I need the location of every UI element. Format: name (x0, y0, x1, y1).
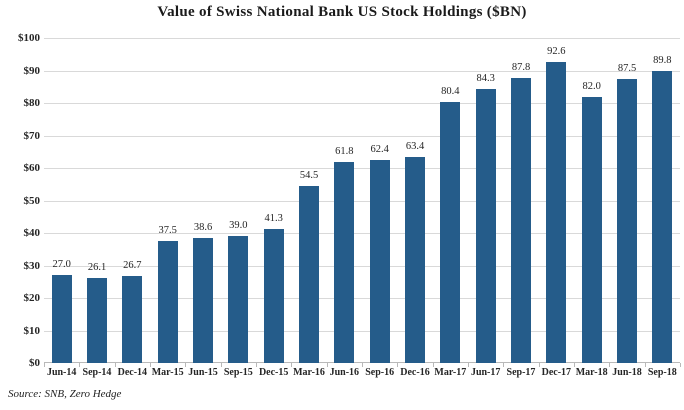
axis-tick-mark (503, 363, 505, 367)
bar-value-label: 26.1 (87, 262, 107, 274)
y-axis-tick-label: $20 (23, 292, 41, 304)
axis-tick-mark (44, 363, 45, 367)
axis-tick-mark (291, 363, 293, 367)
bar (405, 156, 425, 363)
axis-tick-mark (150, 363, 151, 367)
x-axis-tick-label: Mar-18 (575, 367, 608, 378)
x-axis-tick-label: Jun-18 (612, 367, 642, 378)
bar (511, 77, 531, 363)
x-axis-tick-label: Dec-16 (400, 367, 430, 378)
x-axis-tick-label: Sep-15 (223, 367, 253, 378)
bar-value-label: 61.8 (335, 146, 354, 158)
y-axis-tick-label: $0 (29, 357, 40, 369)
bar-value-label: 82.0 (582, 80, 601, 92)
gridline (44, 330, 680, 332)
bar-value-label: 37.5 (158, 225, 177, 237)
y-axis-tick-label: $40 (23, 227, 41, 239)
bar-value-label: 84.3 (476, 73, 495, 85)
bar (546, 62, 567, 363)
axis-tick-mark (432, 363, 434, 367)
axis-tick-mark (609, 363, 611, 367)
y-axis-tick-label: $80 (23, 97, 41, 109)
axis-tick-mark (79, 363, 81, 367)
bar (263, 228, 284, 363)
x-axis-tick-label: Dec-17 (541, 367, 572, 378)
gridline (44, 103, 680, 104)
chart-title: Value of Swiss National Bank US Stock Ho… (157, 4, 527, 20)
axis-tick-mark (538, 363, 540, 367)
axis-tick-mark (574, 363, 575, 367)
bar (652, 71, 673, 363)
y-axis-tick-label: $50 (23, 194, 41, 207)
y-axis-tick-label: $60 (23, 162, 41, 174)
gridline (44, 233, 680, 234)
bar (157, 241, 178, 363)
x-axis-tick-label: Jun-16 (329, 367, 360, 378)
axis-tick-mark (256, 363, 257, 367)
x-axis-tick-label: Sep-18 (647, 367, 677, 378)
plot-area (44, 38, 680, 363)
bar (440, 101, 461, 363)
gridline (44, 265, 680, 267)
bar-value-label: 41.3 (264, 212, 283, 224)
bar-value-label: 87.8 (511, 61, 531, 73)
x-axis-tick-label: Sep-14 (82, 367, 112, 378)
axis-tick-mark (220, 363, 222, 367)
x-axis-tick-label: Jun-15 (188, 367, 218, 378)
y-axis-tick-label: $70 (23, 129, 41, 142)
x-axis-tick-label: Mar-17 (434, 367, 467, 378)
axis-tick-mark (326, 363, 328, 367)
y-axis-tick-label: $10 (23, 324, 41, 337)
bar-value-label: 39.0 (229, 220, 248, 232)
x-axis-tick-label: Dec-15 (258, 367, 289, 378)
bar (228, 236, 249, 363)
bar (617, 78, 637, 363)
bar-value-label: 89.8 (653, 55, 672, 67)
bar (193, 237, 213, 363)
source-note: Source: SNB, Zero Hedge (8, 388, 122, 400)
axis-tick-mark (680, 363, 681, 367)
x-axis-tick-label: Jun-14 (46, 367, 77, 378)
bar (87, 278, 107, 363)
x-axis-tick-label: Mar-15 (151, 367, 184, 378)
x-axis-tick-label: Dec-14 (117, 367, 148, 378)
bar (334, 162, 355, 363)
bar-value-label: 27.0 (52, 259, 71, 271)
bar-value-label: 62.4 (370, 144, 389, 156)
gridline (44, 168, 680, 169)
axis-tick-mark (468, 363, 469, 367)
y-axis-tick-label: $30 (23, 259, 41, 272)
x-axis-tick-label: Sep-16 (365, 367, 395, 378)
axis-tick-mark (644, 363, 646, 367)
bar-value-label: 87.5 (617, 62, 637, 74)
bar-value-label: 80.4 (441, 85, 460, 97)
gridline (44, 70, 680, 72)
bar (51, 275, 72, 363)
bar-value-label: 54.5 (299, 169, 319, 181)
bar (122, 276, 143, 363)
y-axis-tick-label: $90 (23, 64, 41, 77)
gridline (44, 38, 680, 39)
bar (475, 89, 496, 363)
axis-tick-mark (362, 363, 363, 367)
bar (581, 96, 602, 363)
axis-tick-mark (185, 363, 187, 367)
axis-tick-mark (114, 363, 116, 367)
gridline (44, 135, 680, 137)
gridline (44, 298, 680, 299)
gridline (44, 200, 680, 202)
x-axis-line (44, 362, 680, 363)
bar-value-label: 38.6 (193, 221, 213, 233)
bar-value-label: 63.4 (405, 140, 425, 152)
x-axis-tick-label: Jun-17 (470, 367, 501, 378)
x-axis-tick-label: Sep-17 (506, 367, 536, 378)
bar (299, 185, 319, 363)
bar-value-label: 92.6 (547, 46, 566, 58)
x-axis-tick-label: Mar-16 (293, 367, 325, 378)
y-axis-tick-label: $100 (18, 32, 40, 44)
bar-value-label: 26.7 (123, 260, 142, 272)
axis-tick-mark (397, 363, 399, 367)
bar (369, 160, 390, 363)
